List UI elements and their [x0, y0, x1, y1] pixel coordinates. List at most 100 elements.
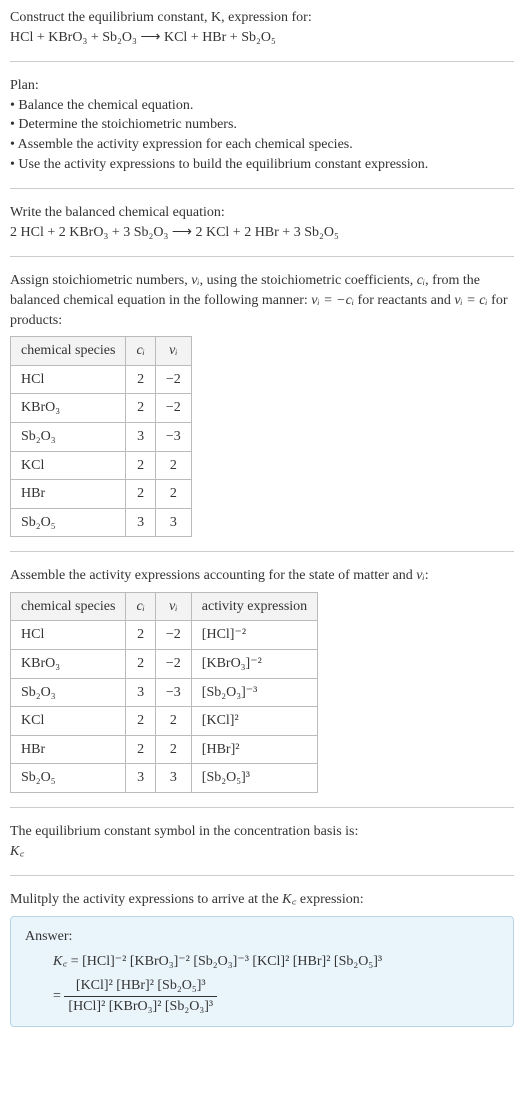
cell-species: Sb₂O₅ [11, 508, 126, 537]
table-row: Sb₂O₅33[Sb₂O₅]³ [11, 764, 318, 793]
kc-symbol: K꜀ [282, 892, 296, 907]
text: expression: [296, 892, 363, 907]
cell-species: Sb₂O₃ [11, 422, 126, 451]
cell-activity: [KBrO₃]⁻² [191, 650, 317, 679]
cell-nu: −3 [155, 422, 191, 451]
eqconst-line: The equilibrium constant symbol in the c… [10, 822, 514, 842]
cell-nu: 2 [155, 735, 191, 764]
stoich-intro: Assign stoichiometric numbers, νᵢ, using… [10, 273, 507, 327]
cell-c: 2 [126, 707, 155, 736]
prompt-text: Construct the equilibrium constant, K, e… [10, 10, 312, 25]
divider [10, 875, 514, 876]
kc-symbol: K꜀ [10, 844, 24, 859]
cell-nu: 2 [155, 451, 191, 480]
activity-section: Assemble the activity expressions accoun… [10, 566, 514, 793]
cell-nu: −2 [155, 621, 191, 650]
activity-table: chemical species cᵢ νᵢ activity expressi… [10, 592, 318, 793]
cell-activity: [KCl]² [191, 707, 317, 736]
table-row: Sb₂O₅33 [11, 508, 192, 537]
ci-header: cᵢ [136, 343, 144, 358]
nu-symbol: νᵢ [416, 568, 424, 583]
text: , using the stoichiometric coefficients, [200, 273, 417, 288]
cell-c: 2 [126, 451, 155, 480]
multiply-section: Mulitply the activity expressions to arr… [10, 890, 514, 910]
table-header-row: chemical species cᵢ νᵢ activity expressi… [11, 592, 318, 621]
col-activity: activity expression [191, 592, 317, 621]
cell-species: HCl [11, 621, 126, 650]
cell-c: 2 [126, 621, 155, 650]
plan-section: Plan: • Balance the chemical equation. •… [10, 76, 514, 174]
table-header-row: chemical species cᵢ νᵢ [11, 337, 192, 366]
fraction: [KCl]² [HBr]² [Sb₂O₅]³ [HCl]² [KBrO₃]² [… [64, 976, 217, 1016]
cell-nu: −2 [155, 394, 191, 423]
cell-nu: −3 [155, 678, 191, 707]
cell-species: KCl [11, 707, 126, 736]
answer-fraction-line: = [KCl]² [HBr]² [Sb₂O₅]³ [HCl]² [KBrO₃]²… [53, 976, 499, 1016]
cell-c: 2 [126, 735, 155, 764]
table-row: KBrO₃2−2[KBrO₃]⁻² [11, 650, 318, 679]
kc-symbol: K꜀ [53, 954, 67, 969]
text: Assemble the activity expressions accoun… [10, 568, 416, 583]
cell-activity: [HCl]⁻² [191, 621, 317, 650]
answer-title: Answer: [25, 927, 499, 947]
text: for reactants and [354, 293, 454, 308]
cell-c: 2 [126, 365, 155, 394]
relation-reactants: νᵢ = −cᵢ [311, 293, 354, 308]
cell-activity: [Sb₂O₃]⁻³ [191, 678, 317, 707]
unbalanced-equation: HCl + KBrO₃ + Sb₂O₃ ⟶ KCl + HBr + Sb₂O₅ [10, 30, 276, 45]
balanced-section: Write the balanced chemical equation: 2 … [10, 203, 514, 242]
relation-products: νᵢ = cᵢ [454, 293, 487, 308]
nu-symbol: νᵢ [191, 273, 199, 288]
plan-item: • Use the activity expressions to build … [10, 155, 514, 175]
plan-item: • Balance the chemical equation. [10, 96, 514, 116]
table-row: HBr22[HBr]² [11, 735, 318, 764]
cell-activity: [HBr]² [191, 735, 317, 764]
col-species: chemical species [11, 592, 126, 621]
cell-nu: 3 [155, 764, 191, 793]
cell-c: 2 [126, 394, 155, 423]
balanced-equation: 2 HCl + 2 KBrO₃ + 3 Sb₂O₃ ⟶ 2 KCl + 2 HB… [10, 223, 514, 243]
cell-activity: [Sb₂O₅]³ [191, 764, 317, 793]
cell-c: 2 [126, 650, 155, 679]
cell-c: 3 [126, 508, 155, 537]
table-row: KCl22[KCl]² [11, 707, 318, 736]
activity-intro: Assemble the activity expressions accoun… [10, 568, 429, 583]
cell-nu: −2 [155, 650, 191, 679]
table-row: HCl2−2 [11, 365, 192, 394]
cell-species: KBrO₃ [11, 394, 126, 423]
text: Assign stoichiometric numbers, [10, 273, 191, 288]
text: : [425, 568, 429, 583]
col-c: cᵢ [126, 337, 155, 366]
plan-item: • Determine the stoichiometric numbers. [10, 115, 514, 135]
ci-symbol: cᵢ [417, 273, 425, 288]
table-row: KCl22 [11, 451, 192, 480]
cell-species: HBr [11, 735, 126, 764]
cell-nu: −2 [155, 365, 191, 394]
divider [10, 807, 514, 808]
fraction-numerator: [KCl]² [HBr]² [Sb₂O₅]³ [64, 976, 217, 996]
text: Mulitply the activity expressions to arr… [10, 892, 282, 907]
col-nu: νᵢ [155, 592, 191, 621]
answer-box: Answer: K꜀ = [HCl]⁻² [KBrO₃]⁻² [Sb₂O₃]⁻³… [10, 916, 514, 1027]
cell-species: Sb₂O₅ [11, 764, 126, 793]
cell-c: 3 [126, 678, 155, 707]
plan-item: • Assemble the activity expression for e… [10, 135, 514, 155]
stoich-table: chemical species cᵢ νᵢ HCl2−2 KBrO₃2−2 S… [10, 336, 192, 537]
flat-expression: = [HCl]⁻² [KBrO₃]⁻² [Sb₂O₃]⁻³ [KCl]² [HB… [67, 954, 382, 969]
ci-header: cᵢ [136, 599, 144, 614]
nu-header: νᵢ [169, 343, 177, 358]
cell-species: KCl [11, 451, 126, 480]
col-nu: νᵢ [155, 337, 191, 366]
cell-nu: 2 [155, 480, 191, 509]
table-row: HBr22 [11, 480, 192, 509]
balanced-title: Write the balanced chemical equation: [10, 203, 514, 223]
divider [10, 551, 514, 552]
cell-species: Sb₂O₃ [11, 678, 126, 707]
col-species: chemical species [11, 337, 126, 366]
stoich-section: Assign stoichiometric numbers, νᵢ, using… [10, 271, 514, 537]
cell-nu: 3 [155, 508, 191, 537]
table-row: HCl2−2[HCl]⁻² [11, 621, 318, 650]
table-row: Sb₂O₃3−3[Sb₂O₃]⁻³ [11, 678, 318, 707]
nu-header: νᵢ [169, 599, 177, 614]
table-row: KBrO₃2−2 [11, 394, 192, 423]
